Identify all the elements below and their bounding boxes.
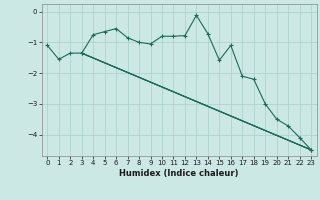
X-axis label: Humidex (Indice chaleur): Humidex (Indice chaleur) — [119, 169, 239, 178]
